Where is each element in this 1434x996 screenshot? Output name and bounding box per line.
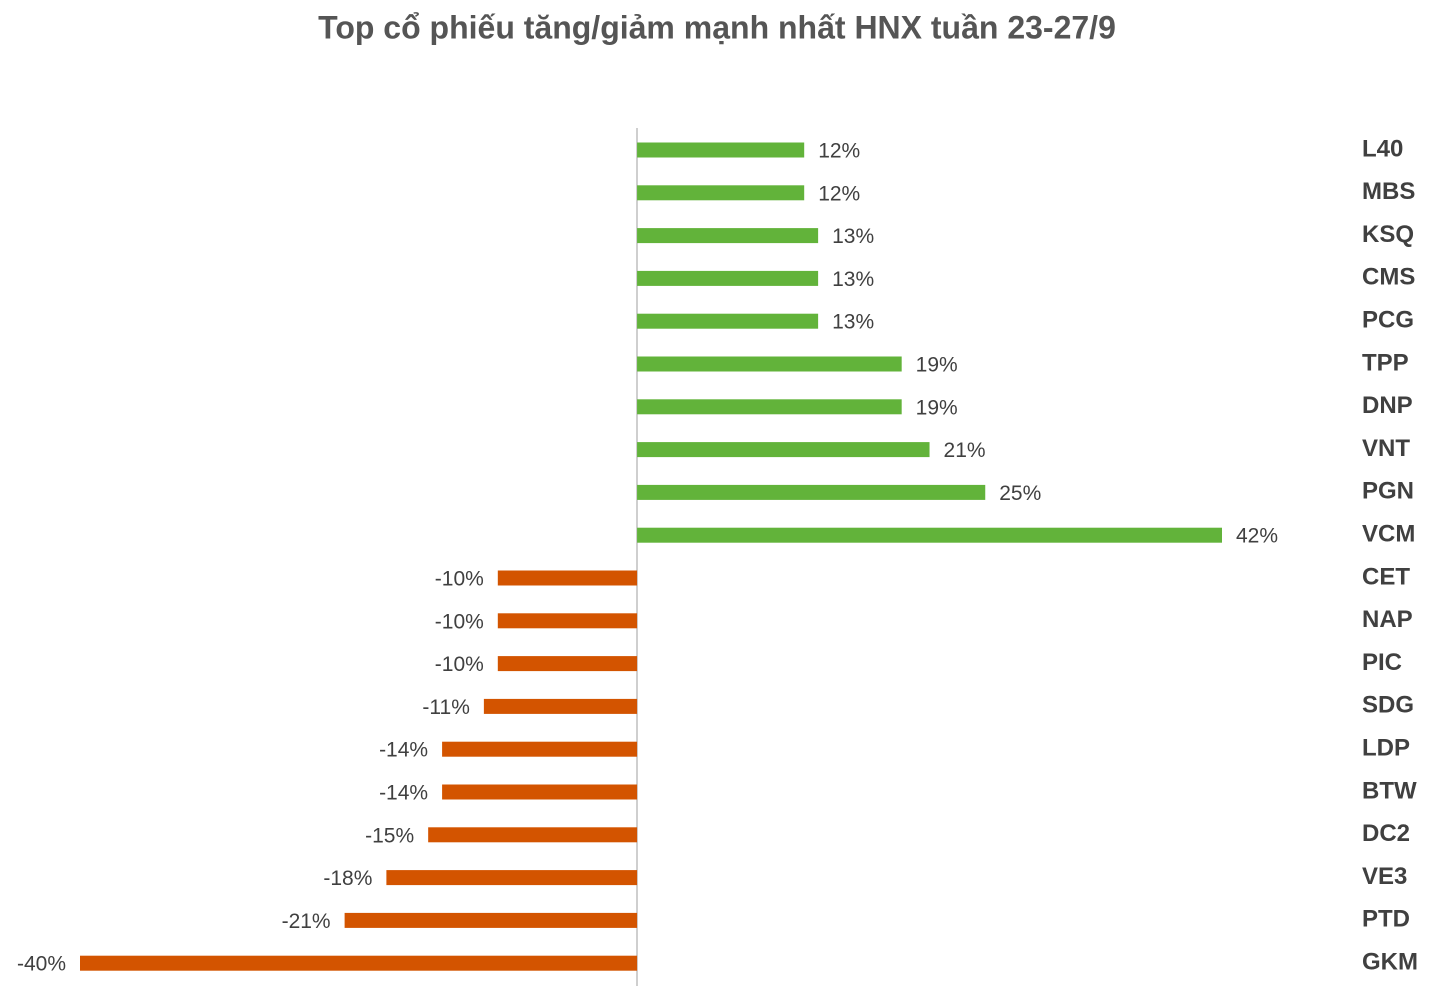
value-label: -18% xyxy=(323,867,372,890)
bar xyxy=(386,870,638,886)
category-label: DC2 xyxy=(1362,820,1410,847)
bar xyxy=(637,185,805,201)
bar xyxy=(497,656,638,672)
category-label: SDG xyxy=(1362,692,1414,719)
category-label: CMS xyxy=(1362,264,1415,291)
bar xyxy=(637,270,819,286)
value-label: -14% xyxy=(379,739,428,762)
category-label: TPP xyxy=(1362,349,1409,376)
value-label: -10% xyxy=(435,568,484,591)
category-label: LDP xyxy=(1362,735,1410,762)
category-label: PTD xyxy=(1362,906,1410,933)
bar xyxy=(442,784,638,800)
value-label: -14% xyxy=(379,782,428,805)
bar xyxy=(637,399,902,415)
category-label: DNP xyxy=(1362,392,1413,419)
chart-title: Top cổ phiếu tăng/giảm mạnh nhất HNX tuầ… xyxy=(318,9,1116,45)
value-label: 19% xyxy=(916,354,958,377)
bar xyxy=(344,912,638,928)
category-label: L40 xyxy=(1362,135,1403,162)
value-label: -10% xyxy=(435,653,484,676)
value-label: 25% xyxy=(999,482,1041,505)
category-label: CET xyxy=(1362,563,1410,590)
bar xyxy=(497,613,638,629)
category-label: KSQ xyxy=(1362,221,1414,248)
bar xyxy=(637,356,902,372)
category-label: GKM xyxy=(1362,949,1418,976)
bar xyxy=(483,698,638,714)
value-label: 13% xyxy=(832,311,874,334)
value-label: -21% xyxy=(282,910,331,933)
value-label: -40% xyxy=(17,953,66,976)
category-label: MBS xyxy=(1362,178,1415,205)
bar xyxy=(442,741,638,757)
category-label: BTW xyxy=(1362,777,1417,804)
bar xyxy=(497,570,638,586)
value-label: 12% xyxy=(818,140,860,163)
value-label: 13% xyxy=(832,268,874,291)
category-label: VE3 xyxy=(1362,863,1407,890)
value-label: -11% xyxy=(422,696,469,719)
bar xyxy=(637,313,819,329)
bar xyxy=(637,527,1222,543)
category-label: PGN xyxy=(1362,478,1414,505)
bar xyxy=(637,484,986,500)
value-label: 19% xyxy=(916,396,958,419)
value-label: 12% xyxy=(818,182,860,205)
category-label: VNT xyxy=(1362,435,1410,462)
bar xyxy=(428,827,638,843)
bar xyxy=(637,142,805,158)
value-label: 42% xyxy=(1236,525,1278,548)
category-label: VCM xyxy=(1362,521,1415,548)
category-label: NAP xyxy=(1362,606,1413,633)
bar xyxy=(637,228,819,244)
value-label: 13% xyxy=(832,225,874,248)
bar xyxy=(637,442,930,458)
category-label: PCG xyxy=(1362,307,1414,334)
value-label: -10% xyxy=(435,610,484,633)
value-label: 21% xyxy=(944,439,986,462)
value-label: -15% xyxy=(365,824,414,847)
bar xyxy=(80,955,638,971)
category-label: PIC xyxy=(1362,649,1402,676)
